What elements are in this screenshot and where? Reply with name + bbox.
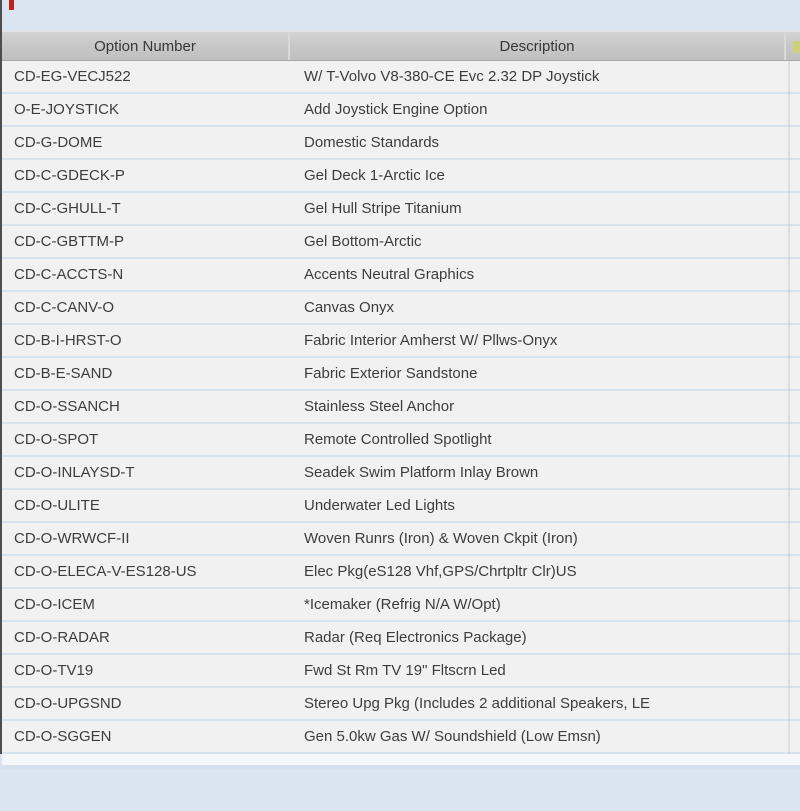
- description-cell: Gel Bottom-Arctic: [304, 233, 422, 250]
- table-row[interactable]: CD-C-ACCTS-N Accents Neutral Graphics: [2, 259, 800, 292]
- option-number-cell: CD-C-ACCTS-N: [14, 266, 124, 283]
- column-header-option-number[interactable]: Option Number: [2, 32, 290, 60]
- description-cell: Domestic Standards: [304, 134, 440, 151]
- table-row[interactable]: CD-C-GHULL-T Gel Hull Stripe Titanium: [2, 193, 800, 226]
- option-number-cell: CD-O-INLAYSD-T: [14, 464, 135, 481]
- table-row[interactable]: CD-O-SGGEN Gen 5.0kw Gas W/ Soundshield (…: [2, 721, 800, 754]
- description-cell: W/ T-Volvo V8-380-CE Evc 2.32 DP Joystic…: [304, 68, 600, 85]
- description-cell: Accents Neutral Graphics: [304, 266, 475, 283]
- description-cell: Elec Pkg(eS128 Vhf,GPS/Chrtpltr Clr)US: [304, 563, 577, 580]
- option-number-cell: CD-G-DOME: [14, 134, 103, 151]
- table-row[interactable]: CD-O-RADAR Radar (Req Electronics Package…: [2, 622, 800, 655]
- description-cell: Stainless Steel Anchor: [304, 398, 455, 415]
- description-cell: Remote Controlled Spotlight: [304, 431, 492, 448]
- bottom-row-separator: [0, 765, 800, 769]
- table-row[interactable]: CD-EG-VECJ522 W/ T-Volvo V8-380-CE Evc 2.…: [2, 61, 800, 94]
- table-row[interactable]: CD-O-UPGSND Stereo Upg Pkg (Includes 2 ad…: [2, 688, 800, 721]
- option-number-cell: CD-O-SSANCH: [14, 398, 120, 415]
- table-row[interactable]: CD-G-DOME Domestic Standards: [2, 127, 800, 160]
- description-cell: Radar (Req Electronics Package): [304, 629, 527, 646]
- option-number-cell: CD-EG-VECJ522: [14, 68, 131, 85]
- table-row[interactable]: CD-O-ULITE Underwater Led Lights: [2, 490, 800, 523]
- option-number-cell: CD-O-ELECA-V-ES128-US: [14, 563, 197, 580]
- table-row[interactable]: CD-O-ELECA-V-ES128-US Elec Pkg(eS128 Vhf,…: [2, 556, 800, 589]
- table-row[interactable]: CD-O-SSANCH Stainless Steel Anchor: [2, 391, 800, 424]
- table-row[interactable]: CD-O-WRWCF-II Woven Runrs (Iron) & Woven …: [2, 523, 800, 556]
- table-row[interactable]: CD-C-CANV-O Canvas Onyx: [2, 292, 800, 325]
- option-number-cell: O-E-JOYSTICK: [14, 101, 120, 118]
- description-cell: Fwd St Rm TV 19" Fltscrn Led: [304, 662, 506, 679]
- table-row[interactable]: CD-O-ICEM *Icemaker (Refrig N/A W/Opt): [2, 589, 800, 622]
- description-cell: Add Joystick Engine Option: [304, 101, 488, 118]
- description-cell: Underwater Led Lights: [304, 497, 455, 514]
- description-cell: Fabric Exterior Sandstone: [304, 365, 478, 382]
- clipped-header-icon: [793, 41, 800, 53]
- description-cell: Woven Runrs (Iron) & Woven Ckpit (Iron): [304, 530, 578, 547]
- option-number-cell: CD-O-ICEM: [14, 596, 95, 613]
- option-number-cell: CD-O-SPOT: [14, 431, 99, 448]
- options-table: Option Number Description CD-EG-VECJ522 W…: [0, 31, 800, 754]
- red-marker-icon: [9, 0, 14, 10]
- option-number-cell: CD-C-CANV-O: [14, 299, 114, 316]
- description-cell: Gel Hull Stripe Titanium: [304, 200, 462, 217]
- table-row[interactable]: CD-O-INLAYSD-T Seadek Swim Platform Inlay…: [2, 457, 800, 490]
- table-header-row: Option Number Description: [2, 31, 800, 61]
- description-cell: Fabric Interior Amherst W/ Pllws-Onyx: [304, 332, 558, 349]
- option-number-cell: CD-O-RADAR: [14, 629, 110, 646]
- option-number-cell: CD-O-WRWCF-II: [14, 530, 130, 547]
- description-cell: Gel Deck 1-Arctic Ice: [304, 167, 445, 184]
- description-cell: Stereo Upg Pkg (Includes 2 additional Sp…: [304, 695, 651, 712]
- option-number-cell: CD-O-ULITE: [14, 497, 100, 514]
- top-strip: [0, 0, 800, 31]
- table-row[interactable]: CD-B-E-SAND Fabric Exterior Sandstone: [2, 358, 800, 391]
- option-number-cell: CD-C-GHULL-T: [14, 200, 121, 217]
- table-row[interactable]: CD-O-TV19 Fwd St Rm TV 19" Fltscrn Led: [2, 655, 800, 688]
- column-header-description[interactable]: Description: [290, 32, 786, 60]
- table-row[interactable]: CD-B-I-HRST-O Fabric Interior Amherst W/ …: [2, 325, 800, 358]
- option-number-cell: CD-O-UPGSND: [14, 695, 122, 712]
- option-number-cell: CD-O-TV19: [14, 662, 94, 679]
- option-number-cell: CD-C-GBTTM-P: [14, 233, 124, 250]
- option-number-cell: CD-O-SGGEN: [14, 728, 112, 745]
- option-number-cell: CD-C-GDECK-P: [14, 167, 125, 184]
- option-number-cell: CD-B-E-SAND: [14, 365, 113, 382]
- option-number-cell: CD-B-I-HRST-O: [14, 332, 122, 349]
- table-row[interactable]: CD-O-SPOT Remote Controlled Spotlight: [2, 424, 800, 457]
- description-cell: Seadek Swim Platform Inlay Brown: [304, 464, 539, 481]
- table-row[interactable]: CD-C-GBTTM-P Gel Bottom-Arctic: [2, 226, 800, 259]
- description-cell: *Icemaker (Refrig N/A W/Opt): [304, 596, 501, 613]
- description-cell: Gen 5.0kw Gas W/ Soundshield (Low Emsn): [304, 728, 601, 745]
- table-body: CD-EG-VECJ522 W/ T-Volvo V8-380-CE Evc 2.…: [2, 61, 800, 754]
- table-row[interactable]: O-E-JOYSTICK Add Joystick Engine Option: [2, 94, 800, 127]
- description-cell: Canvas Onyx: [304, 299, 395, 316]
- table-row[interactable]: CD-C-GDECK-P Gel Deck 1-Arctic Ice: [2, 160, 800, 193]
- column-header-stub: [786, 32, 800, 60]
- partial-next-row: [0, 754, 800, 765]
